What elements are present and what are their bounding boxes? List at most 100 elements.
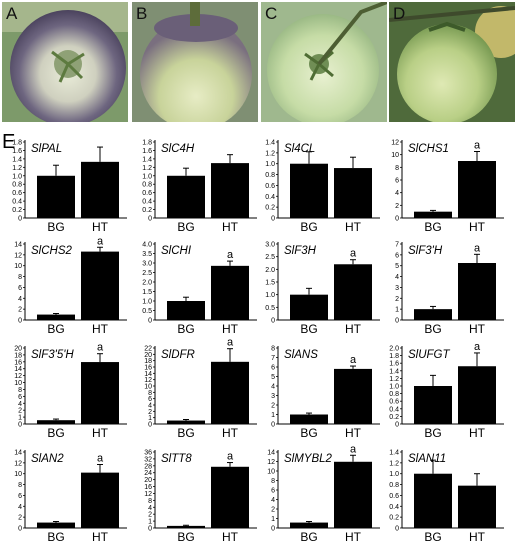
y-tick-label: 10 [14,380,22,387]
y-tick-label: 0.4 [12,199,22,206]
y-tick-label: 2 [18,408,22,415]
y-tick-label: 0.2 [265,205,275,212]
category-label-bg: BG [300,220,317,234]
y-tick-label: 0.8 [389,482,399,489]
y-tick-label: 2.5 [265,254,275,261]
bar-bg [167,301,205,320]
category-label-bg: BG [47,530,64,544]
category-label-bg: BG [424,322,441,336]
significance-label: a [97,452,104,464]
category-label-ht: HT [469,426,486,440]
bar-ht [334,264,372,320]
y-tick-label: 4 [18,401,22,408]
significance-label: a [227,249,234,261]
y-tick-label: 8 [271,346,275,353]
photo-b: B [132,2,258,122]
y-tick-label: 1.5 [265,280,275,287]
y-tick-label: 18 [144,358,152,365]
photo-label-d: D [393,4,406,23]
y-tick-label: 22 [144,346,152,353]
y-tick-label: 0.6 [265,183,275,190]
tomato-photo-c [261,2,387,122]
bar-bg [414,211,452,218]
photo-d: D [389,2,515,122]
y-tick-label: 0 [271,318,275,325]
y-tick-label: 10 [14,263,22,270]
y-tick-label: 0.2 [12,207,22,214]
y-tick-label: 4 [271,497,275,504]
y-tick-label: 14 [14,450,22,457]
y-tick-label: 20 [14,346,22,353]
category-label-ht: HT [469,322,486,336]
y-tick-label: 1.8 [12,140,22,147]
category-label-bg: BG [177,426,194,440]
tomato-photo-d [389,2,515,122]
y-tick-label: 0.8 [389,391,399,398]
y-tick-label: 0 [395,318,399,325]
category-label-bg: BG [177,220,194,234]
y-tick-label: 0 [271,216,275,223]
bar-ht [81,472,119,528]
y-tick-label: 2.0 [389,346,399,353]
bar-ht [334,461,372,528]
chart-title-slf3-5-h: SlF3'5'H [31,349,74,361]
y-tick-label: 6 [395,252,399,259]
photo-label-c: C [265,4,278,23]
y-tick-label: 24 [144,470,152,477]
category-label-ht: HT [222,530,239,544]
bar-bg [290,522,328,528]
photo-c: C [261,2,387,122]
chart-title-slf3h: SlF3H [284,245,317,257]
y-tick-label: 0.2 [389,414,399,421]
bar-bg [290,294,328,320]
y-tick-label: 14 [14,242,22,249]
category-label-ht: HT [469,220,486,234]
y-tick-label: 0 [395,422,399,429]
y-tick-label: 8 [18,387,22,394]
y-tick-label: 3.0 [265,242,275,249]
bar-bg [37,420,75,424]
y-tick-label: 1.6 [389,361,399,368]
category-label-ht: HT [345,530,362,544]
bar-bg [167,175,205,218]
category-label-ht: HT [469,530,486,544]
significance-label: a [350,248,357,260]
y-tick-label: 1.0 [265,292,275,299]
y-tick-label: 8 [148,498,152,505]
y-tick-label: 1.0 [12,173,22,180]
chart-title-sldfr: SlDFR [161,349,195,361]
y-tick-label: 1 [271,516,275,523]
chart-title-slufgt: SlUFGT [408,349,451,361]
bar-ht [458,161,496,218]
chart-title-slans: SlANS [284,349,318,361]
y-tick-label: 0.6 [389,399,399,406]
y-tick-label: 0 [18,318,22,325]
y-tick-label: 0 [148,216,152,223]
y-tick-label: 1.2 [389,376,399,383]
y-tick-label: 0.8 [142,182,152,189]
y-tick-label: 4 [18,504,22,511]
y-tick-label: 16 [144,484,152,491]
y-tick-label: 0.6 [142,190,152,197]
y-tick-label: 1.2 [389,460,399,467]
chart-title-slan11: SlAN11 [408,453,446,465]
bar-ht [81,161,119,218]
y-tick-label: 0 [18,216,22,223]
y-tick-label: 0 [18,526,22,533]
significance-label: a [227,337,234,349]
y-tick-label: 1.0 [142,173,152,180]
bar-bg [290,414,328,424]
y-tick-label: 0 [395,526,399,533]
bar-ht [334,368,372,424]
y-tick-label: 14 [144,371,152,378]
y-tick-label: 36 [144,450,152,457]
y-tick-label: 0.5 [265,305,275,312]
bar-ht [81,362,119,424]
y-tick-label: 1.4 [389,368,399,375]
bar-ht [211,466,249,528]
y-tick-label: 0.4 [389,406,399,413]
y-tick-label: 28 [144,463,152,470]
category-label-bg: BG [424,426,441,440]
y-tick-label: 6 [18,493,22,500]
